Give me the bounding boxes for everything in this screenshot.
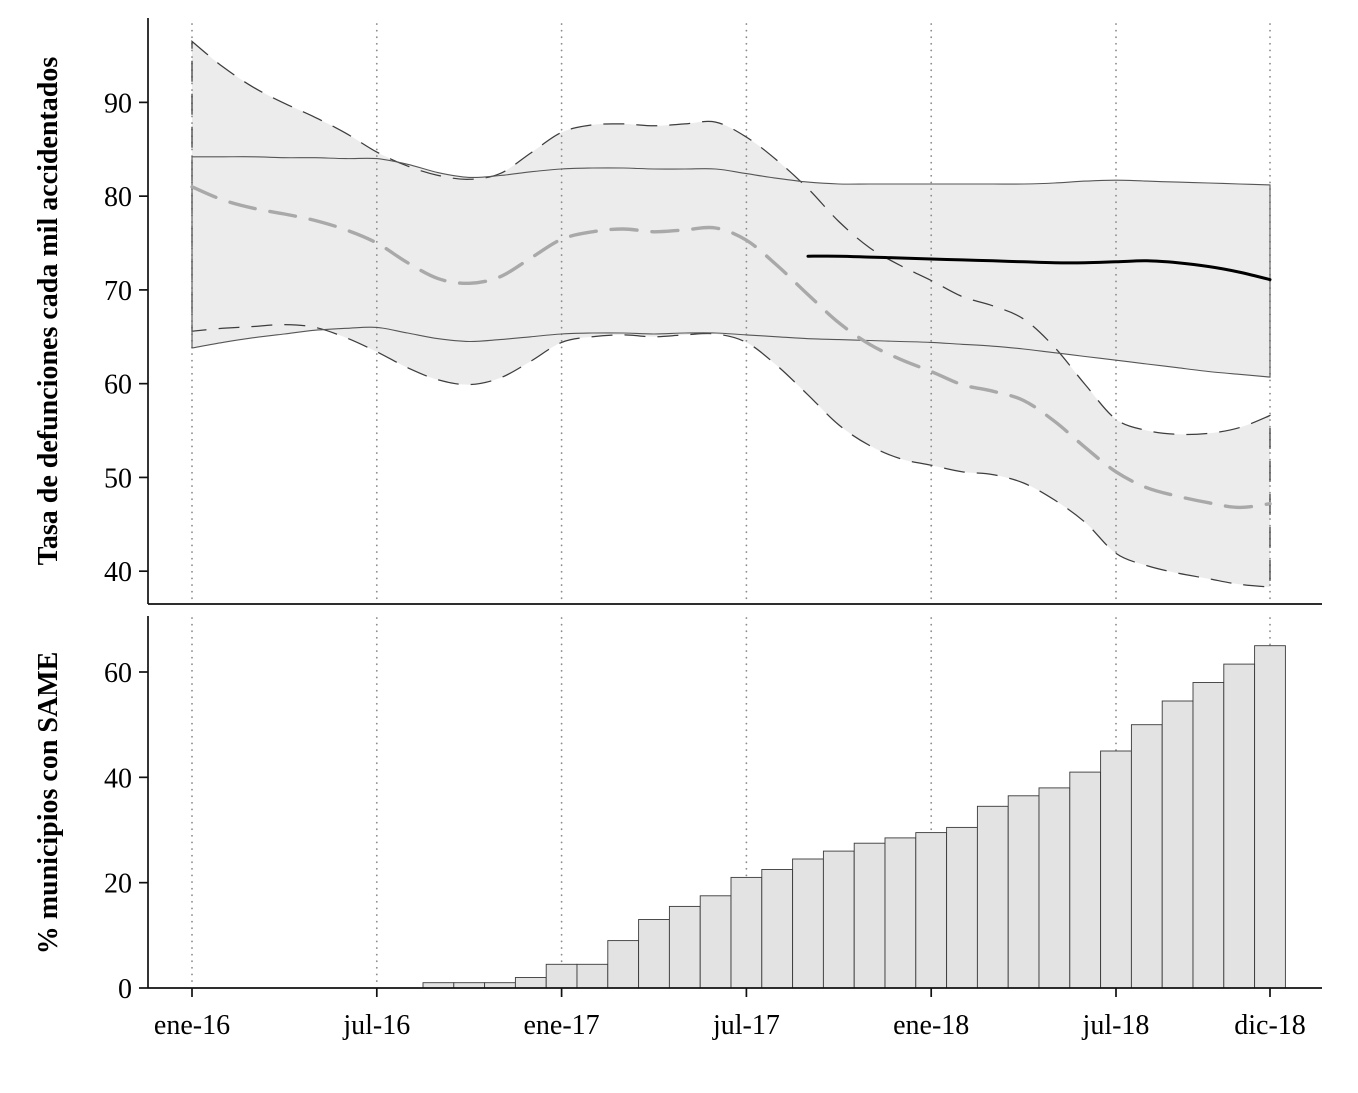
bar bbox=[1223, 663, 1256, 989]
bar bbox=[976, 805, 1009, 989]
bar bbox=[915, 832, 948, 989]
bar bbox=[946, 826, 978, 989]
bar bbox=[668, 905, 701, 989]
bar bbox=[514, 977, 547, 989]
bar bbox=[1161, 700, 1194, 989]
observed_rate-line bbox=[806, 254, 1272, 282]
bar bbox=[576, 963, 609, 989]
confidence-band-outlines bbox=[191, 40, 1271, 588]
bar bbox=[1130, 724, 1163, 989]
bottom-y-tick-label: 0 bbox=[118, 974, 132, 1005]
bar bbox=[1192, 682, 1225, 989]
bar bbox=[545, 963, 578, 989]
top-y-tick-label: 90 bbox=[104, 88, 132, 119]
bottom-y-axis-title: % municipios con SAME bbox=[33, 652, 64, 955]
x-tick-label: jul-17 bbox=[712, 1010, 780, 1041]
top-y-tick-label: 60 bbox=[104, 370, 132, 401]
same-adoption-bars bbox=[422, 645, 1286, 989]
bottom-y-tick-label: 40 bbox=[104, 763, 132, 794]
bar bbox=[853, 842, 886, 989]
bar bbox=[1007, 795, 1040, 989]
bar bbox=[730, 876, 763, 989]
x-tick-label: jul-16 bbox=[342, 1010, 410, 1041]
top-y-tick-label: 40 bbox=[104, 557, 132, 588]
top-y-tick-label: 50 bbox=[104, 463, 132, 494]
x-tick-label: jul-18 bbox=[1082, 1010, 1150, 1041]
top-y-tick-label: 70 bbox=[104, 276, 132, 307]
x-tick-label: dic-18 bbox=[1234, 1010, 1306, 1041]
chart-layers: 40 50 60 70 80 90 0 20 40 60 ene-16 jul-16 ene-17 jul… bbox=[104, 18, 1322, 1041]
counterfactual_rate-line bbox=[190, 185, 1272, 510]
x-tick-label: ene-17 bbox=[524, 1010, 600, 1041]
confidence-band-fills bbox=[192, 41, 1270, 588]
bar bbox=[699, 895, 732, 989]
bar bbox=[1100, 750, 1132, 989]
top-y-tick-label: 80 bbox=[104, 182, 132, 213]
top-y-axis-title: Tasa de defunciones cada mil accidentado… bbox=[33, 57, 64, 566]
axes-and-ticks: 40 50 60 70 80 90 0 20 40 60 ene-16 jul-16 ene-17 jul… bbox=[104, 18, 1322, 1041]
bottom-y-tick-label: 60 bbox=[104, 658, 132, 689]
rate-lines bbox=[190, 185, 1272, 510]
x-tick-label: ene-18 bbox=[893, 1010, 969, 1041]
bottom-y-tick-label: 20 bbox=[104, 869, 132, 900]
bar bbox=[607, 940, 640, 989]
x-tick-label: ene-16 bbox=[154, 1010, 230, 1041]
bar bbox=[638, 919, 670, 989]
bar bbox=[1254, 645, 1286, 989]
bar bbox=[1038, 787, 1071, 989]
bar bbox=[884, 837, 917, 989]
bar bbox=[792, 858, 824, 989]
bar bbox=[822, 850, 855, 989]
bar bbox=[761, 869, 794, 989]
bar bbox=[1069, 771, 1102, 989]
